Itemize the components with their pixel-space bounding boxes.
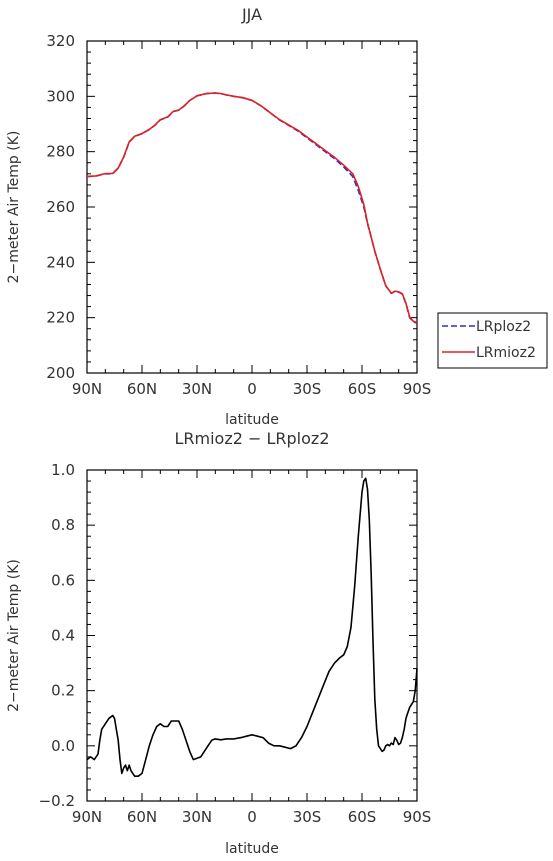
x-tick-label: 0 xyxy=(247,380,257,398)
chart-title: JJA xyxy=(241,5,262,24)
x-tick-label: 90S xyxy=(403,380,432,398)
y-tick-label: 280 xyxy=(46,143,75,161)
series-line-lrploz2 xyxy=(86,92,418,324)
y-tick-label: 240 xyxy=(46,253,75,271)
x-tick-label: 60N xyxy=(127,380,157,398)
y-axis-label: 2−meter Air Temp (K) xyxy=(6,131,22,284)
y-tick-label: 1.0 xyxy=(51,461,75,479)
y-tick-label: 300 xyxy=(46,87,75,105)
x-tick-label: 60N xyxy=(127,808,157,826)
legend-label-lrploz2: LRploz2 xyxy=(476,319,531,335)
y-tick-label: 320 xyxy=(46,32,75,50)
x-tick-label: 30N xyxy=(182,380,212,398)
series-line-difference xyxy=(86,477,418,777)
x-tick-label: 30S xyxy=(293,380,322,398)
y-tick-label: −0.2 xyxy=(39,792,75,810)
x-tick-label: 60S xyxy=(348,808,377,826)
y-tick-label: 0.2 xyxy=(51,682,75,700)
y-tick-label: 0.0 xyxy=(51,737,75,755)
legend-label-lrmioz2: LRmioz2 xyxy=(476,345,536,361)
chart-title: LRmioz2 − LRploz2 xyxy=(174,429,329,448)
x-tick-label: 90S xyxy=(403,808,432,826)
y-tick-label: 0.8 xyxy=(51,516,75,534)
plot-frame xyxy=(86,469,418,802)
series-line-lrmioz2 xyxy=(86,92,418,324)
y-tick-label: 220 xyxy=(46,309,75,327)
y-tick-label: 200 xyxy=(46,364,75,382)
legend-box xyxy=(437,312,548,369)
x-tick-label: 30S xyxy=(293,808,322,826)
x-tick-label: 0 xyxy=(247,808,257,826)
y-tick-label: 260 xyxy=(46,198,75,216)
y-tick-label: 0.6 xyxy=(51,571,75,589)
x-tick-label: 90N xyxy=(72,808,102,826)
y-axis-label: 2−meter Air Temp (K) xyxy=(6,559,22,712)
chart-panel-2: 90N 60N 30N 0 30S 60S 90S −0.2 0.0 0.2 0.4 0.6 0.8 1.… xyxy=(6,429,431,857)
chart-panel-1: 90N 60N 30N 0 30S 60S 90S 200 220 240 260 280 300 320… xyxy=(6,5,548,428)
x-tick-label: 60S xyxy=(348,380,377,398)
x-tick-label: 30N xyxy=(182,808,212,826)
x-axis-label: latitude xyxy=(225,841,279,857)
legend: LRploz2 LRmioz2 xyxy=(437,312,548,369)
y-tick-label: 0.4 xyxy=(51,627,75,645)
x-tick-label: 90N xyxy=(72,380,102,398)
x-axis-label: latitude xyxy=(225,412,279,428)
plot-frame xyxy=(86,40,418,374)
